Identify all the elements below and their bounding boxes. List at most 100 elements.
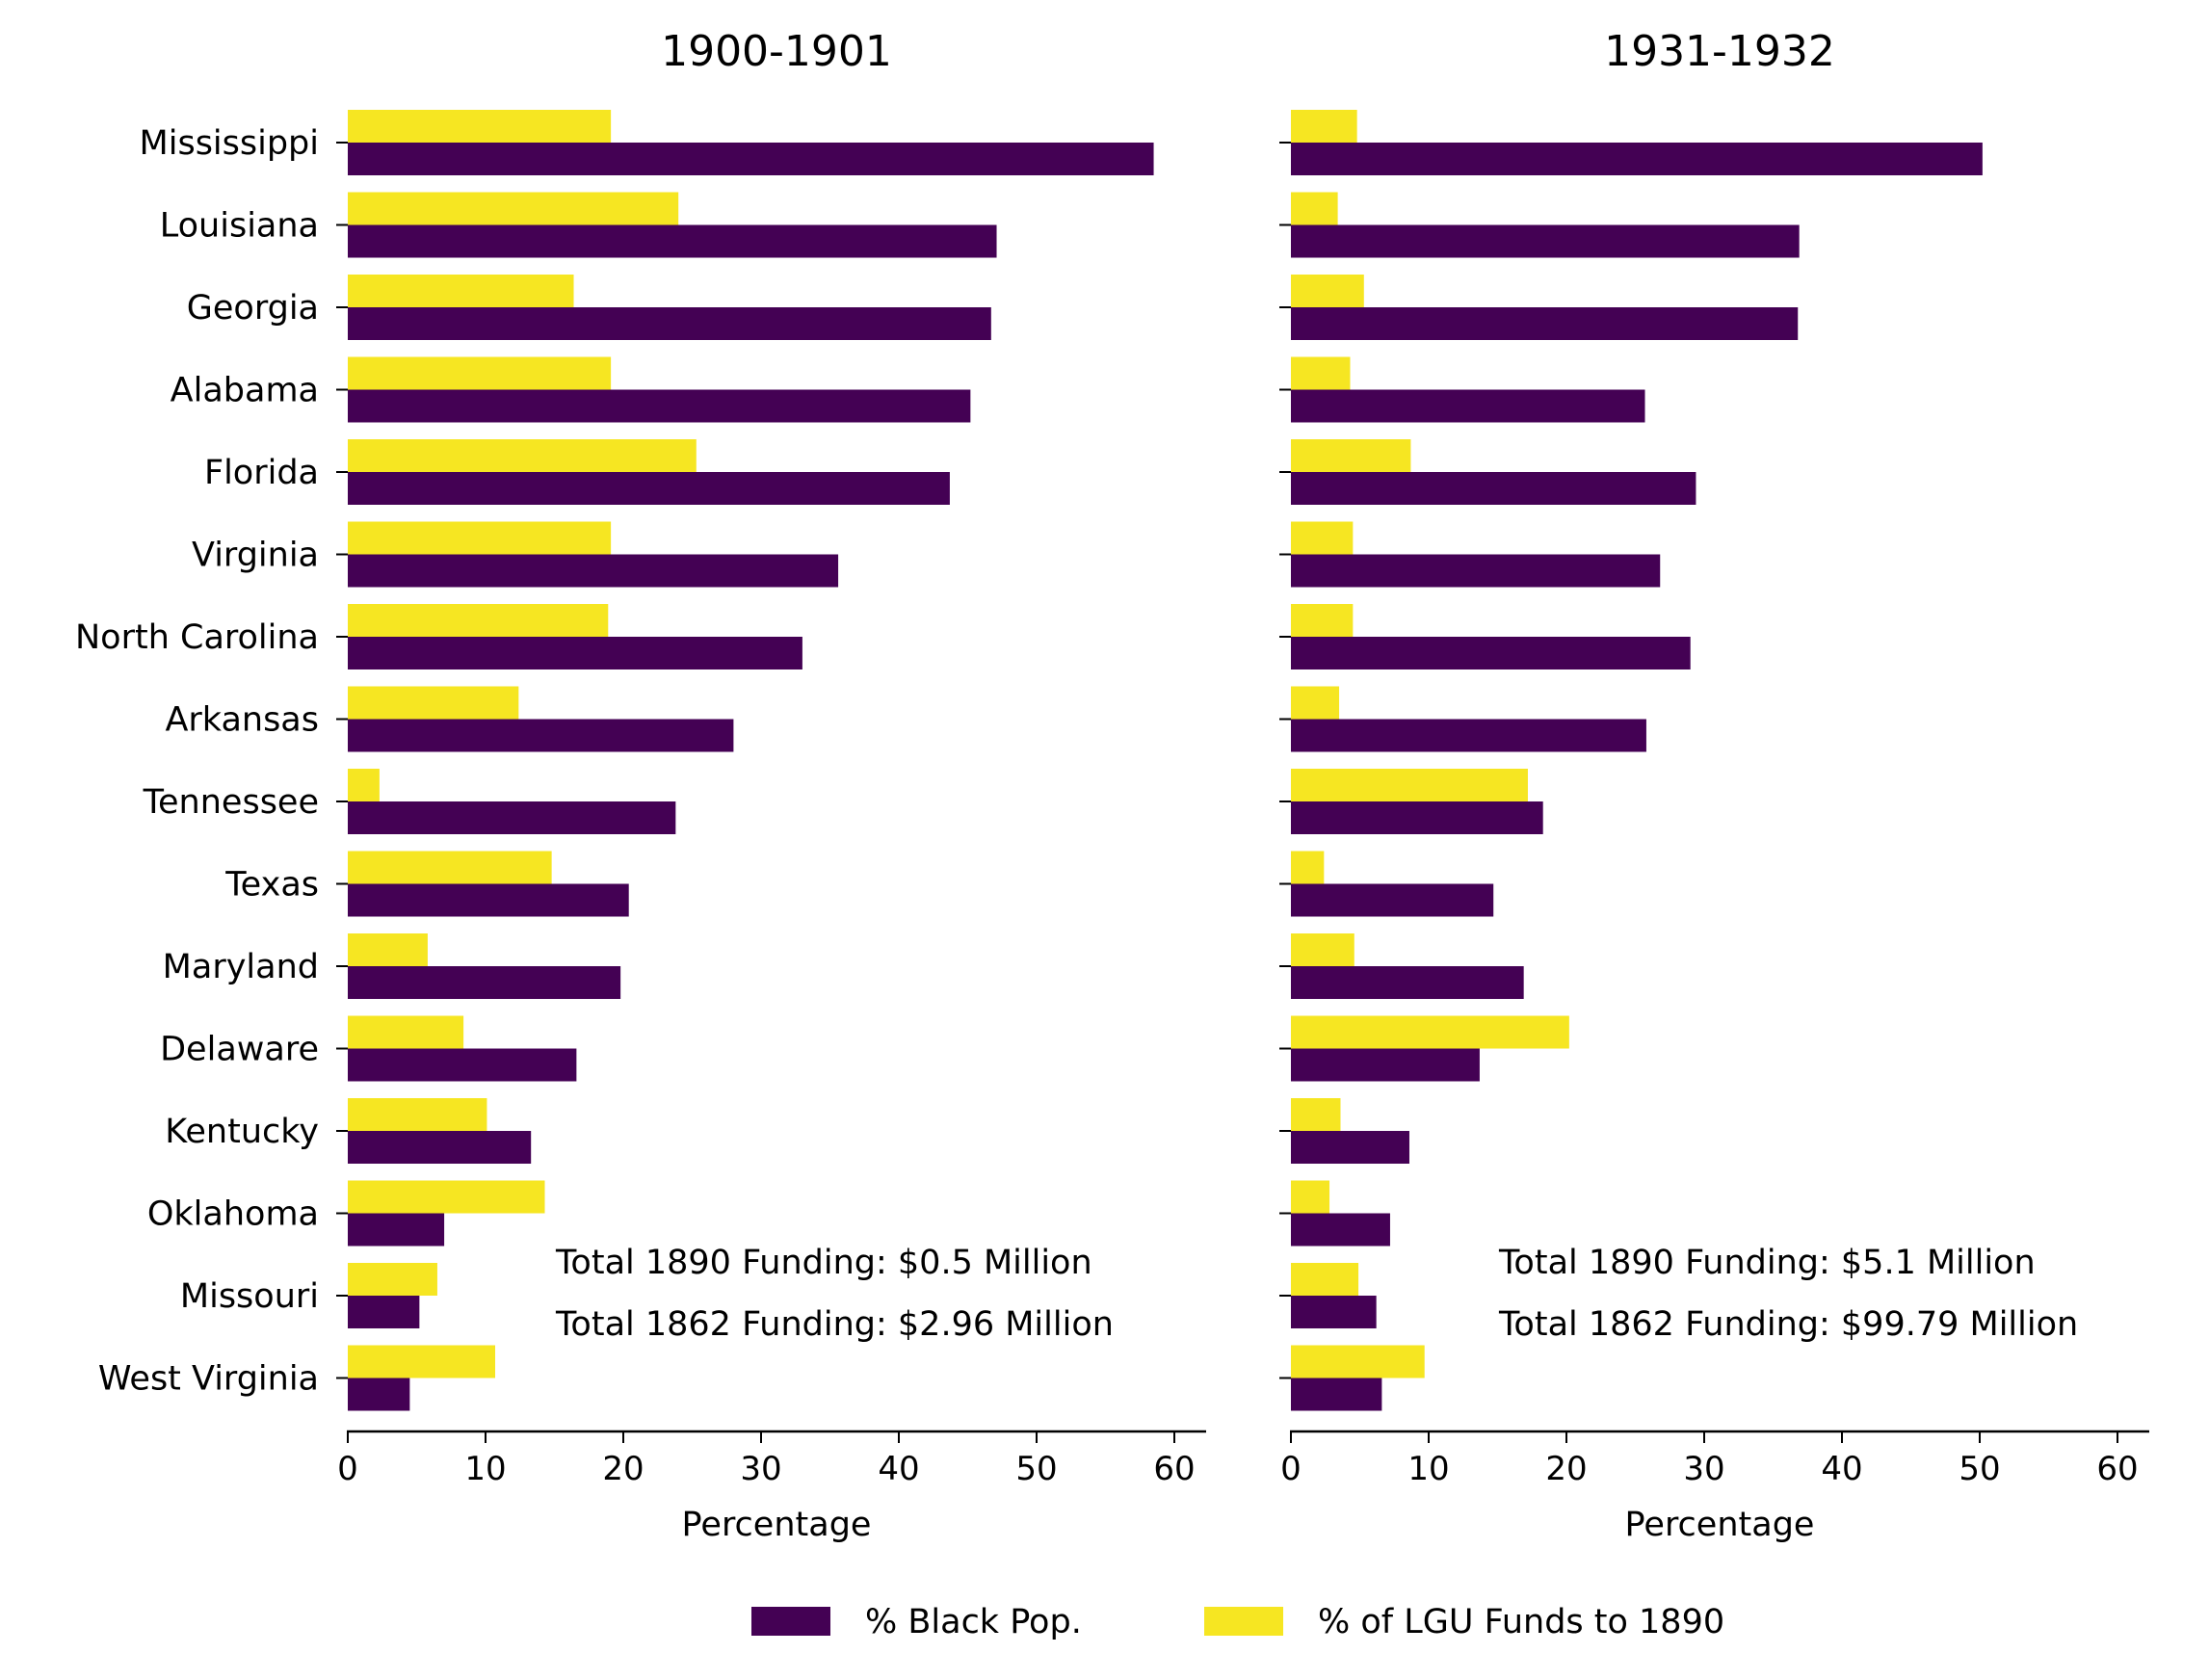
- bar-black-pop-north-carolina: [348, 637, 802, 669]
- bar-lgu-funds-tennessee: [348, 769, 380, 801]
- bar-lgu-funds-tennessee: [1291, 769, 1528, 801]
- legend-label: % of LGU Funds to 1890: [1318, 1603, 1724, 1641]
- bar-black-pop-oklahoma: [348, 1213, 445, 1247]
- bar-black-pop-florida: [348, 472, 950, 505]
- y-tick-label-missouri: Missouri: [180, 1277, 319, 1316]
- y-tick-label-delaware: Delaware: [160, 1031, 319, 1069]
- bar-black-pop-delaware: [1291, 1048, 1480, 1082]
- bar-lgu-funds-florida: [1291, 439, 1411, 472]
- bar-lgu-funds-maryland: [1291, 933, 1354, 966]
- bar-lgu-funds-georgia: [348, 275, 574, 307]
- x-tick-label: 40: [1821, 1450, 1862, 1488]
- legend-swatch-of-lgu-funds-to-1890: [1204, 1607, 1283, 1636]
- bar-lgu-funds-delaware: [1291, 1015, 1569, 1049]
- y-tick-label-tennessee: Tennessee: [143, 783, 319, 822]
- bar-black-pop-mississippi: [348, 143, 1154, 175]
- x-tick-label: 20: [1545, 1450, 1587, 1488]
- x-axis-label: Percentage: [1625, 1506, 1815, 1544]
- bar-black-pop-texas: [348, 883, 629, 917]
- x-tick-label: 20: [602, 1450, 644, 1488]
- panel-1900-1901: 1900-1901 Mississippi Louisiana Georgia Alab…: [75, 27, 1206, 1544]
- bar-lgu-funds-oklahoma: [1291, 1180, 1330, 1214]
- legend-swatch-black-pop: [751, 1607, 830, 1636]
- bar-black-pop-virginia: [1291, 554, 1661, 588]
- panel-title: 1931-1932: [1604, 27, 1835, 76]
- bar-black-pop-kentucky: [348, 1131, 532, 1164]
- bar-black-pop-mississippi: [1291, 143, 1983, 175]
- funding-annotation: Total 1862 Funding: $99.79 Million: [1498, 1305, 2078, 1344]
- x-tick-label: 30: [1683, 1450, 1724, 1488]
- bar-black-pop-delaware: [348, 1048, 577, 1082]
- bar-black-pop-arkansas: [348, 719, 734, 752]
- x-tick-label: 40: [878, 1450, 919, 1488]
- bar-lgu-funds-texas: [1291, 851, 1325, 884]
- bar-lgu-funds-kentucky: [348, 1098, 487, 1131]
- bar-lgu-funds-mississippi: [348, 110, 612, 143]
- bar-black-pop-west-virginia: [348, 1378, 410, 1411]
- bar-lgu-funds-delaware: [348, 1015, 464, 1049]
- x-tick-label: 0: [1280, 1450, 1302, 1488]
- bar-black-pop-tennessee: [348, 801, 676, 834]
- y-tick-label-alabama: Alabama: [171, 372, 319, 410]
- bar-black-pop-tennessee: [1291, 801, 1543, 834]
- y-tick-label-north-carolina: North Carolina: [75, 618, 319, 657]
- bar-lgu-funds-arkansas: [348, 686, 519, 720]
- bar-lgu-funds-alabama: [1291, 356, 1351, 390]
- y-tick-label-virginia: Virginia: [192, 537, 319, 575]
- bar-black-pop-kentucky: [1291, 1131, 1409, 1164]
- x-tick-label: 50: [1015, 1450, 1057, 1488]
- bar-black-pop-oklahoma: [1291, 1213, 1390, 1247]
- bar-lgu-funds-west-virginia: [1291, 1345, 1425, 1378]
- bar-black-pop-missouri: [348, 1296, 420, 1328]
- x-axis-label: Percentage: [682, 1506, 872, 1544]
- bar-lgu-funds-west-virginia: [348, 1345, 496, 1378]
- bar-black-pop-texas: [1291, 883, 1494, 917]
- x-tick-label: 30: [740, 1450, 781, 1488]
- bar-black-pop-louisiana: [348, 224, 997, 258]
- bar-lgu-funds-north-carolina: [1291, 604, 1354, 637]
- y-tick-label-kentucky: Kentucky: [165, 1113, 319, 1151]
- bar-lgu-funds-arkansas: [1291, 686, 1340, 720]
- panel-title: 1900-1901: [661, 27, 892, 76]
- bar-lgu-funds-missouri: [348, 1263, 437, 1296]
- bar-lgu-funds-georgia: [1291, 275, 1364, 307]
- bar-black-pop-west-virginia: [1291, 1378, 1382, 1411]
- x-tick-label: 60: [1153, 1450, 1195, 1488]
- bar-black-pop-georgia: [348, 307, 991, 340]
- bar-lgu-funds-texas: [348, 851, 552, 884]
- y-tick-label-arkansas: Arkansas: [165, 701, 319, 740]
- bar-black-pop-maryland: [348, 966, 621, 999]
- bar-black-pop-maryland: [1291, 966, 1524, 999]
- bar-lgu-funds-oklahoma: [348, 1180, 545, 1214]
- y-tick-label-florida: Florida: [204, 454, 319, 492]
- bar-black-pop-alabama: [348, 389, 971, 423]
- bar-black-pop-georgia: [1291, 307, 1799, 340]
- x-tick-label: 0: [337, 1450, 358, 1488]
- bar-lgu-funds-missouri: [1291, 1263, 1359, 1296]
- bar-lgu-funds-louisiana: [1291, 192, 1338, 225]
- y-tick-label-maryland: Maryland: [163, 948, 319, 986]
- bar-lgu-funds-mississippi: [1291, 110, 1357, 143]
- y-tick-label-texas: Texas: [224, 866, 319, 905]
- bar-black-pop-alabama: [1291, 389, 1645, 423]
- y-tick-label-west-virginia: West Virginia: [98, 1360, 319, 1399]
- bar-black-pop-florida: [1291, 472, 1696, 505]
- y-tick-label-louisiana: Louisiana: [160, 207, 319, 246]
- bar-black-pop-arkansas: [1291, 719, 1646, 752]
- bar-lgu-funds-alabama: [348, 356, 612, 390]
- x-tick-label: 10: [1407, 1450, 1449, 1488]
- legend: % Black Pop. % of LGU Funds to 1890: [751, 1603, 1724, 1641]
- x-tick-label: 50: [1959, 1450, 2000, 1488]
- legend-label: % Black Pop.: [865, 1603, 1082, 1641]
- bar-black-pop-north-carolina: [1291, 637, 1691, 669]
- bar-lgu-funds-virginia: [348, 521, 612, 555]
- bar-lgu-funds-florida: [348, 439, 697, 472]
- x-tick-label: 10: [464, 1450, 506, 1488]
- x-tick-label: 60: [2096, 1450, 2138, 1488]
- y-tick-label-georgia: Georgia: [187, 289, 319, 328]
- bar-black-pop-louisiana: [1291, 224, 1800, 258]
- funding-annotation: Total 1890 Funding: $5.1 Million: [1498, 1244, 2036, 1282]
- bar-lgu-funds-maryland: [348, 933, 428, 966]
- y-tick-label-mississippi: Mississippi: [140, 124, 319, 163]
